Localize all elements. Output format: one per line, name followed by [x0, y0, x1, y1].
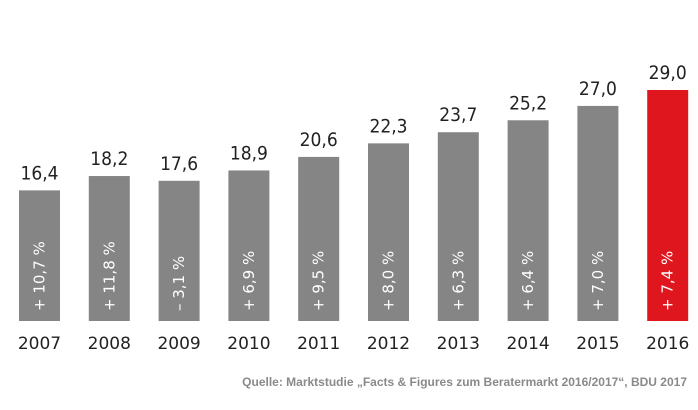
year-label: 2010 [227, 334, 270, 354]
growth-label: + 6,3 % [449, 251, 467, 311]
value-label: 25,2 [509, 92, 547, 114]
value-label: 16,4 [20, 162, 58, 184]
value-label: 23,7 [439, 104, 477, 126]
bar-2014 [507, 120, 549, 321]
year-label: 2011 [297, 334, 340, 354]
growth-label: + 8,0 % [380, 251, 398, 311]
bar-2009 [158, 180, 200, 321]
bar-2008 [88, 176, 130, 321]
value-label: 17,6 [160, 153, 198, 175]
year-label: 2016 [646, 334, 689, 354]
bar-2010 [228, 170, 270, 321]
growth-label: + 11,8 % [100, 241, 118, 311]
source-note: Quelle: Marktstudie „Facts & Figures zum… [242, 375, 687, 389]
growth-label: + 6,4 % [519, 251, 537, 311]
year-label: 2009 [157, 334, 200, 354]
growth-label: + 10,7 % [31, 241, 49, 311]
value-label: 20,6 [300, 129, 338, 151]
value-label: 18,2 [90, 148, 128, 170]
year-label: 2007 [18, 334, 61, 354]
year-label: 2012 [367, 334, 410, 354]
bar-2007 [19, 190, 60, 321]
value-label: 18,9 [230, 142, 268, 164]
growth-label: + 7,4 % [659, 251, 677, 311]
growth-label: + 6,9 % [240, 251, 258, 311]
value-label: 27,0 [579, 78, 617, 100]
value-label: 29,0 [649, 62, 687, 84]
growth-label: – 3,1 % [170, 256, 188, 311]
bar-2016 [647, 90, 689, 321]
year-label: 2014 [506, 334, 549, 354]
year-label: 2008 [88, 334, 131, 354]
bar-2011 [298, 156, 340, 321]
year-label: 2015 [576, 334, 619, 354]
value-label: 22,3 [369, 115, 407, 137]
year-label: 2013 [437, 334, 480, 354]
bar-2012 [368, 143, 409, 321]
growth-label: + 7,0 % [589, 251, 607, 311]
growth-label: + 9,5 % [310, 251, 328, 311]
bar-2013 [437, 132, 479, 321]
bar-2015 [577, 105, 619, 322]
